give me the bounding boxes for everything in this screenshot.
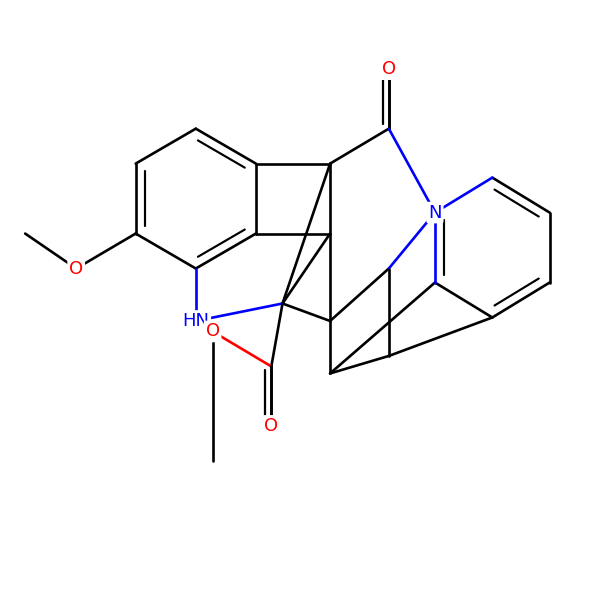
Text: N: N: [428, 203, 442, 221]
Text: HN: HN: [182, 312, 209, 330]
Text: O: O: [206, 322, 220, 340]
Text: O: O: [69, 260, 83, 278]
Text: O: O: [382, 60, 396, 78]
Text: O: O: [264, 417, 278, 435]
